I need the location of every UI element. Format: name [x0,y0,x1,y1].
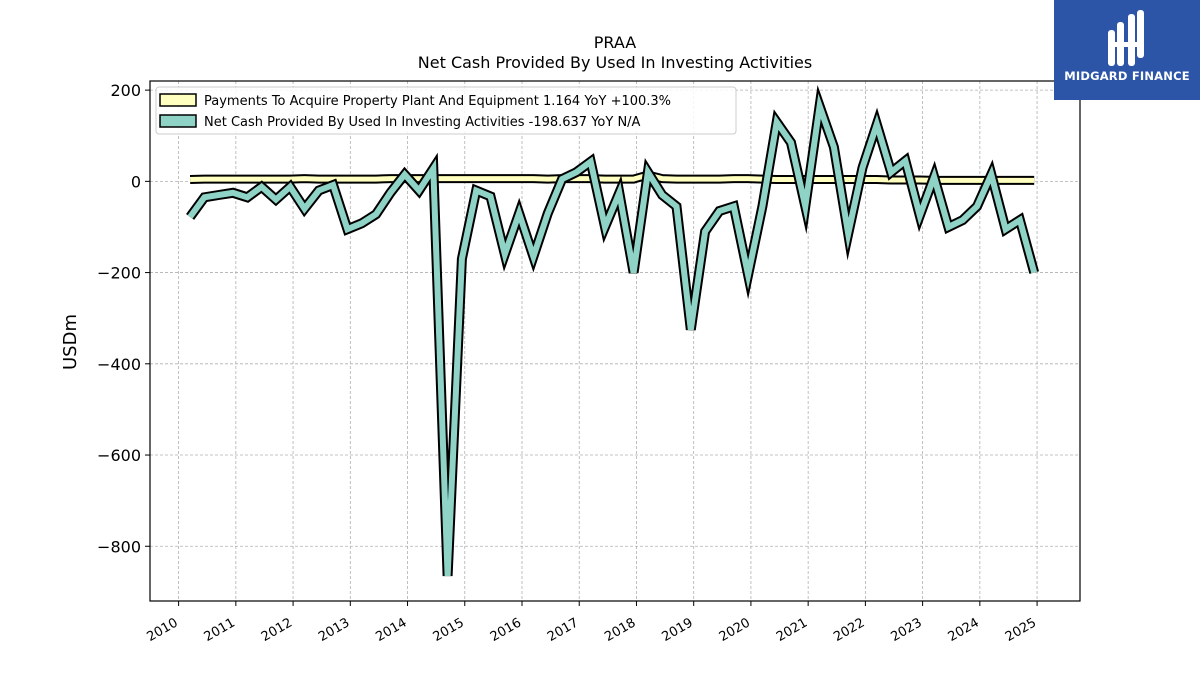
y-axis-label: USDm [60,314,81,370]
axes-frame [149,80,1081,602]
chart-title-line1: PRAA [594,33,637,52]
midgard-logo-icon [1108,10,1144,66]
y-tick-label: 0 [131,172,141,191]
series-net-cash-investing-line [187,93,1038,577]
logo-text: MIDGARD FINANCE [1064,69,1190,83]
y-tick-label: −600 [97,446,141,465]
legend-label-net-cash: Net Cash Provided By Used In Investing A… [204,115,641,130]
x-tick-label: 2019 [660,615,696,645]
x-tick-label: 2013 [316,615,352,645]
x-tick-label: 2016 [488,615,524,645]
y-tick-label: −400 [97,355,141,374]
x-tick-label: 2012 [259,615,295,645]
x-tick-label: 2025 [1003,615,1039,645]
x-tick-label: 2022 [831,615,867,645]
y-tick-label: −200 [97,264,141,283]
x-tick-label: 2014 [373,615,409,645]
chart-title-line2: Net Cash Provided By Used In Investing A… [418,53,812,72]
series-payments-ppe-line [190,172,1035,183]
x-tick-label: 2018 [602,615,638,645]
midgard-finance-logo: MIDGARD FINANCE [1054,0,1200,100]
series-area [186,85,1040,577]
legend: Payments To Acquire Property Plant And E… [155,86,737,135]
x-tick-label: 2020 [717,615,753,645]
x-tick-label: 2010 [144,615,180,645]
grid [150,81,1080,601]
x-tick-label: 2023 [888,615,924,645]
x-tick-label: 2011 [202,615,238,645]
x-tick-label: 2021 [774,615,810,645]
y-tick-label: −800 [97,537,141,556]
legend-frame [155,86,737,135]
x-tick-label: 2017 [545,615,581,645]
ticks: 200 0 −200 −400 −600 −800 2010 2011 2012 2013 2014… [97,81,1039,645]
y-tick-label: 200 [110,81,141,100]
x-tick-label: 2024 [946,615,982,645]
legend-swatch-payments [159,93,197,107]
legend-swatch-net-cash [159,114,197,128]
legend-label-payments: Payments To Acquire Property Plant And E… [204,94,671,109]
x-tick-label: 2015 [431,615,467,645]
